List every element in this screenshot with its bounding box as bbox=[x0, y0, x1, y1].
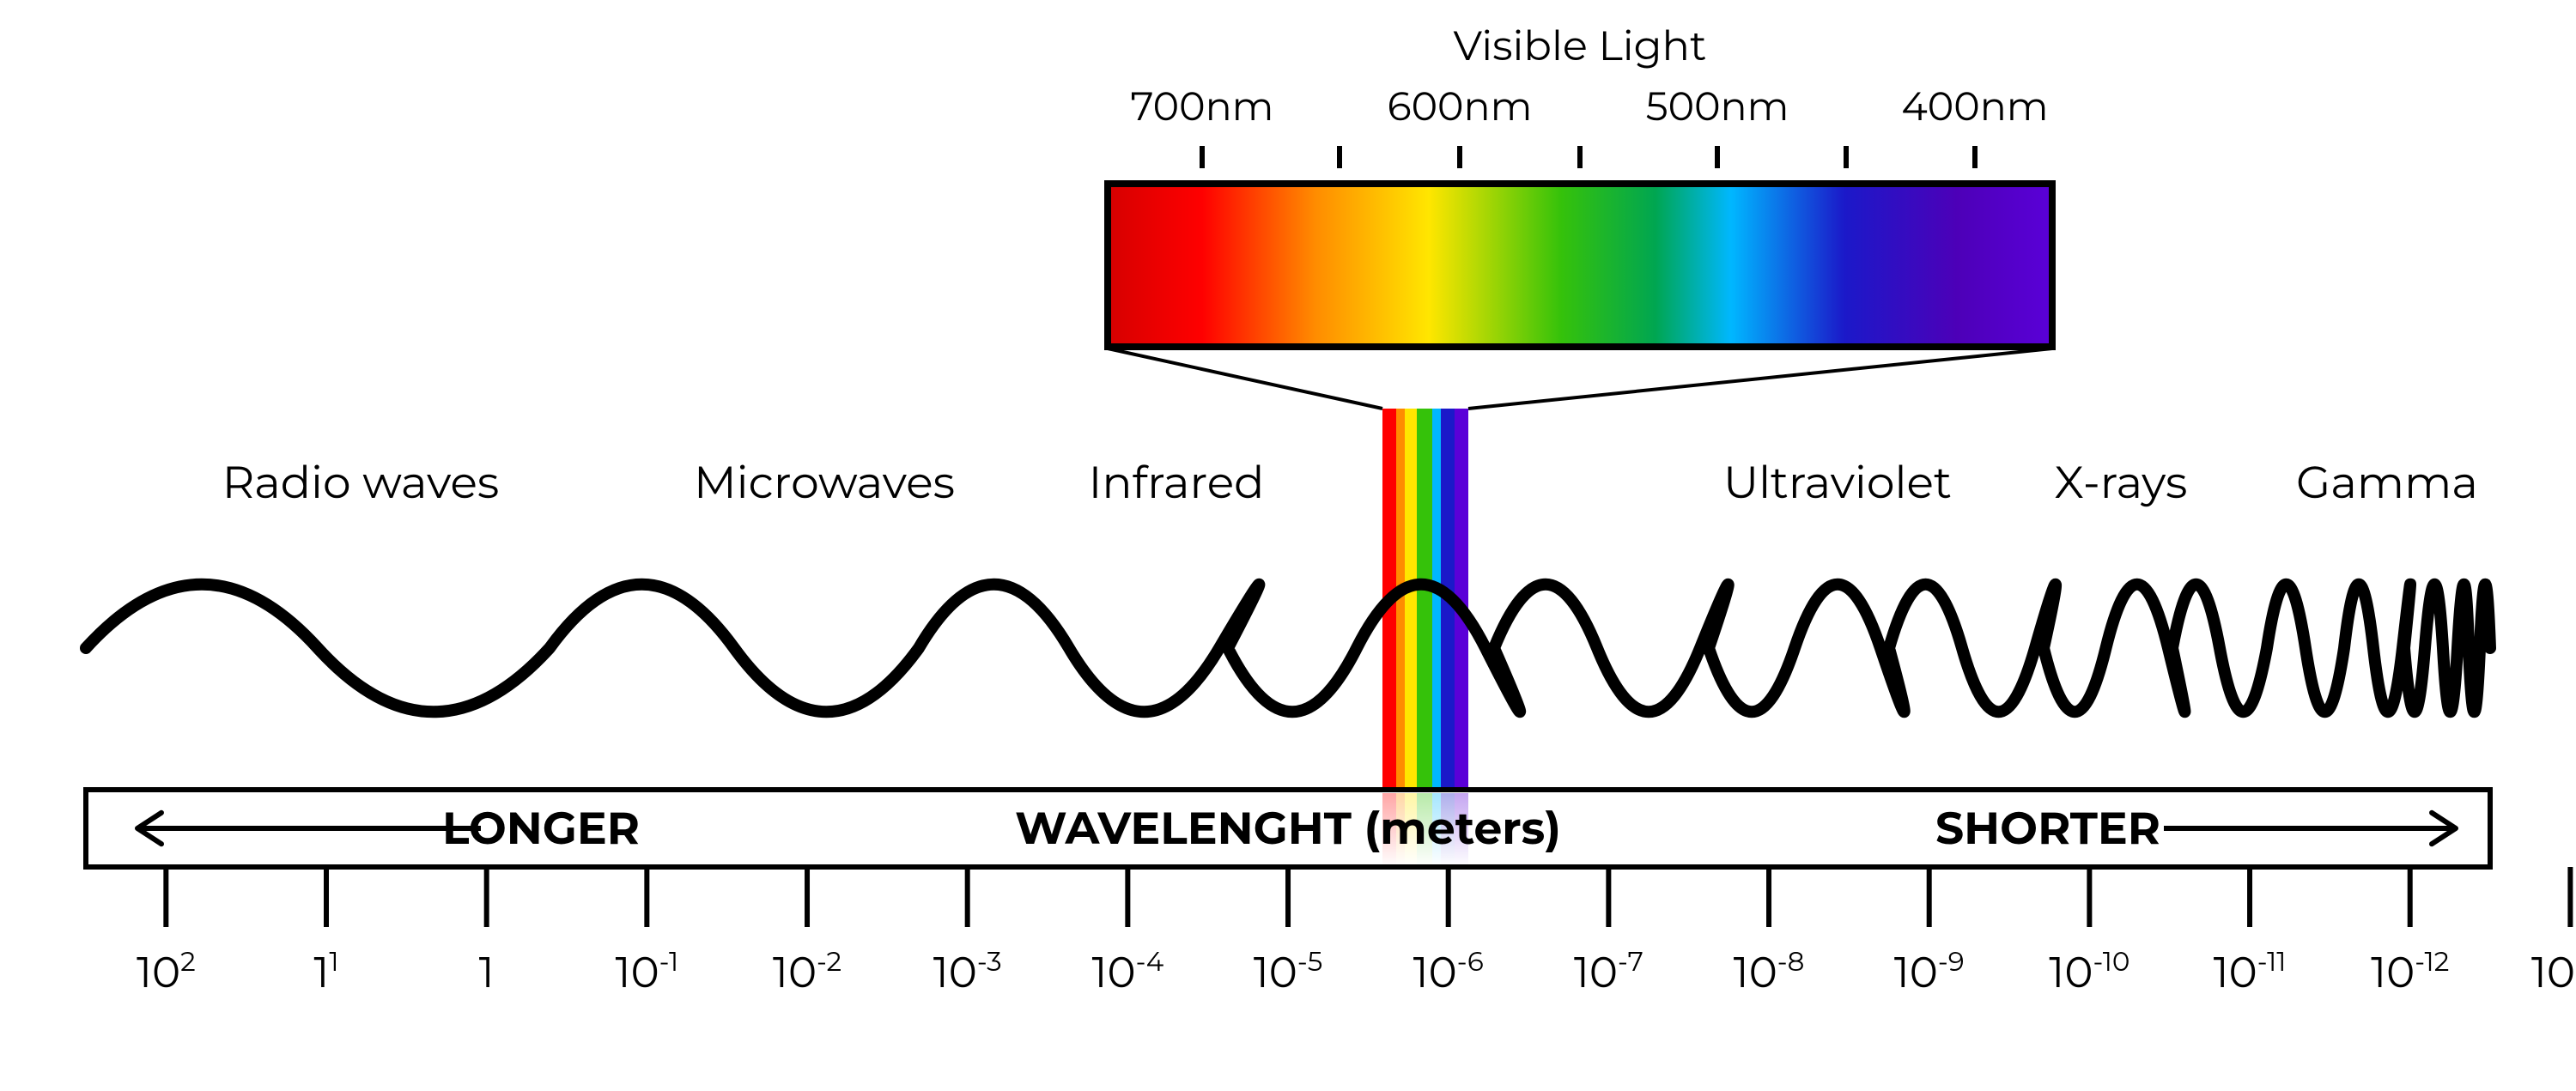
funnel-line-right bbox=[1468, 349, 2052, 409]
region-label: Radio waves bbox=[222, 456, 500, 510]
axis-tick-label: 10-11 bbox=[2214, 945, 2287, 998]
axis-tick-label: 10-7 bbox=[1574, 945, 1643, 998]
longer-label: LONGER bbox=[442, 802, 640, 856]
region-label: Ultraviolet bbox=[1723, 456, 1952, 510]
axis-tick-label: 10-4 bbox=[1091, 945, 1163, 998]
axis-tick-label: 10-13 bbox=[2531, 945, 2576, 998]
region-label: Gamma bbox=[2296, 456, 2478, 510]
visible-column-stripe bbox=[1405, 409, 1417, 790]
axis-tick-label: 10-12 bbox=[2371, 945, 2449, 998]
axis-tick-label: 10-9 bbox=[1894, 945, 1965, 998]
nm-tick-label: 400nm bbox=[1901, 82, 2048, 130]
em-spectrum-diagram: Visible Light 700nm 600nm 500nm 400nm Radio w… bbox=[0, 0, 2576, 1091]
axis-tick-label: 102 bbox=[137, 945, 196, 998]
region-label: Microwaves bbox=[694, 456, 955, 510]
region-label: Infrared bbox=[1089, 456, 1265, 510]
nm-tick-label: 600nm bbox=[1388, 82, 1533, 130]
funnel-line-left bbox=[1108, 349, 1382, 409]
axis-tick-label: 10-3 bbox=[933, 945, 1002, 998]
em-wave bbox=[86, 585, 2490, 712]
axis-tick-label: 10-10 bbox=[2049, 945, 2129, 998]
axis-tick-label: 10-5 bbox=[1254, 945, 1323, 998]
axis-tick-label: 10-1 bbox=[616, 945, 679, 998]
diagram-svg: Visible Light 700nm 600nm 500nm 400nm Radio w… bbox=[0, 0, 2576, 1091]
visible-column-stripe bbox=[1432, 409, 1441, 790]
visible-spectrum-bar bbox=[1108, 184, 2052, 347]
nm-tick-label: 700nm bbox=[1131, 82, 1274, 130]
shorter-label: SHORTER bbox=[1935, 802, 2160, 856]
region-label: X-rays bbox=[2055, 456, 2188, 510]
axis-tick-label: 10-2 bbox=[773, 945, 841, 998]
visible-light-title: Visible Light bbox=[1454, 21, 1707, 71]
nm-tick-label: 500nm bbox=[1646, 82, 1789, 130]
axis-tick-label: 10-8 bbox=[1734, 945, 1805, 998]
axis-tick-label: 11 bbox=[313, 945, 338, 998]
axis-tick-label: 1 bbox=[479, 946, 495, 998]
visible-column-stripe bbox=[1417, 409, 1432, 790]
wavelength-label: WAVELENGHT (meters) bbox=[1015, 802, 1561, 856]
axis-tick-label: 10-6 bbox=[1413, 945, 1484, 998]
